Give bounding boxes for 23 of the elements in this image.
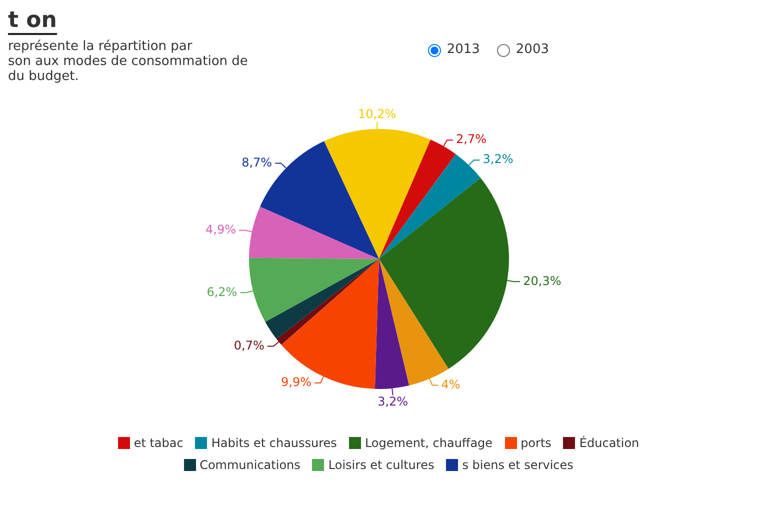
data-label: 3,2% xyxy=(482,152,513,166)
text: 2003 xyxy=(514,41,549,57)
legend-label: Habits et chaussures xyxy=(210,435,338,452)
data-label: 6,2% xyxy=(206,284,237,299)
data-label: 8,7% xyxy=(241,155,272,170)
data-label: 4,9% xyxy=(205,222,236,236)
chart-subtitle: représente la répartition par son aux modes de consommation de du budget. xyxy=(8,39,248,84)
legend-label: Communications xyxy=(198,457,302,474)
legend-label: s biens et services xyxy=(461,457,574,474)
data-label: 0,7% xyxy=(233,338,264,352)
data-label: 4% xyxy=(440,377,460,392)
data-label: 20,3% xyxy=(522,274,561,288)
text: 2013 xyxy=(446,41,480,57)
legend-label: Éducation xyxy=(578,434,640,452)
chart-title: t on xyxy=(8,8,57,35)
data-label: 10,2% xyxy=(358,107,396,122)
data-label: 9,9% xyxy=(280,375,311,390)
legend-label: Loisirs et cultures xyxy=(327,457,436,474)
legend-label: Logement, chauffage xyxy=(364,435,494,452)
data-label: 2,7% xyxy=(456,132,486,146)
legend-label: et tabac xyxy=(132,435,184,452)
legend-label: ports xyxy=(520,435,552,452)
data-label: 3,2% xyxy=(377,394,408,408)
